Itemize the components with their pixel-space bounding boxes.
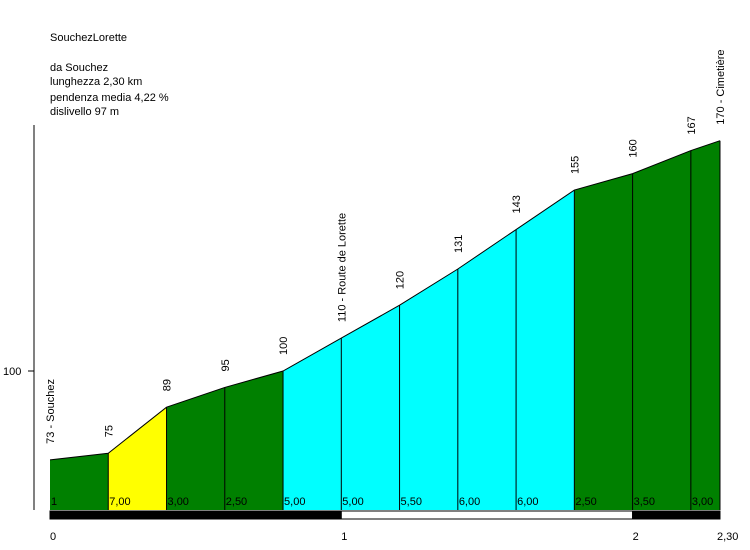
elevation-label: 167 bbox=[686, 116, 698, 134]
distance-axis: 100 0 1 2 2,30 bbox=[3, 366, 738, 543]
distance-bar-block bbox=[340, 510, 634, 520]
info-elevation-gain: dislivello 97 m bbox=[50, 106, 120, 118]
elevation-label: 170 - Cimetière bbox=[715, 49, 727, 124]
elevation-label: 73 - Souchez bbox=[45, 379, 57, 444]
profile-segment bbox=[457, 229, 517, 510]
gradient-label: 5,00 bbox=[284, 496, 305, 508]
profile-segments: 1 7,00 3,00 2,50 5,00 5,00 5,50 6,00 6,00 2,50 3,5… bbox=[49, 140, 721, 511]
profile-segment bbox=[399, 269, 458, 510]
info-avg-gradient: pendenza media 4,22 % bbox=[50, 92, 169, 104]
x-tick-label: 1 bbox=[341, 531, 347, 543]
info-from: da Souchez bbox=[50, 62, 109, 74]
y-tick-label: 100 bbox=[3, 366, 21, 378]
gradient-label: 2,50 bbox=[575, 496, 596, 508]
profile-segment bbox=[166, 387, 225, 510]
gradient-label: 3,00 bbox=[168, 496, 189, 508]
gradient-label: 1 bbox=[51, 496, 57, 508]
distance-bar-block bbox=[632, 510, 721, 520]
elevation-label: 75 bbox=[103, 425, 115, 437]
gradient-label: 5,50 bbox=[401, 496, 422, 508]
profile-segment bbox=[341, 305, 400, 510]
profile-segment bbox=[224, 371, 284, 510]
gradient-label: 3,50 bbox=[634, 496, 655, 508]
elevation-label: 95 bbox=[220, 359, 232, 371]
gradient-label: 7,00 bbox=[109, 496, 130, 508]
gradient-label: 3,00 bbox=[692, 496, 713, 508]
profile-segment bbox=[632, 150, 691, 510]
gradient-label: 6,00 bbox=[459, 496, 480, 508]
elevation-label: 89 bbox=[162, 379, 174, 391]
point-labels: 73 - Souchez 75 89 95 100 110 - Route de Lore… bbox=[45, 49, 727, 443]
elevation-label: 120 bbox=[395, 271, 407, 289]
elevation-label: 143 bbox=[511, 195, 523, 213]
profile-segment bbox=[108, 407, 167, 510]
profile-segment bbox=[516, 190, 575, 511]
elevation-label: 110 - Route de Lorette bbox=[336, 213, 348, 322]
profile-segment bbox=[574, 173, 633, 510]
elevation-label: 131 bbox=[453, 235, 465, 253]
distance-bar-frame bbox=[49, 510, 721, 520]
profile-segment bbox=[283, 338, 342, 510]
chart-title: SouchezLorette bbox=[50, 32, 128, 44]
gradient-label: 6,00 bbox=[517, 496, 538, 508]
profile-segment bbox=[690, 140, 720, 510]
elevation-label: 160 bbox=[628, 139, 640, 157]
distance-bar-block bbox=[49, 510, 342, 520]
gradient-label: 5,00 bbox=[342, 496, 363, 508]
info-length: lunghezza 2,30 km bbox=[50, 76, 143, 88]
gradient-label: 2,50 bbox=[226, 496, 247, 508]
elevation-label: 155 bbox=[569, 156, 581, 174]
profile-segment bbox=[50, 453, 109, 510]
x-tick-label: 2,30 bbox=[717, 531, 738, 543]
x-tick-label: 2 bbox=[633, 531, 639, 543]
x-tick-label: 0 bbox=[50, 531, 56, 543]
elevation-label: 100 bbox=[278, 337, 290, 355]
profile-outline bbox=[49, 140, 721, 461]
